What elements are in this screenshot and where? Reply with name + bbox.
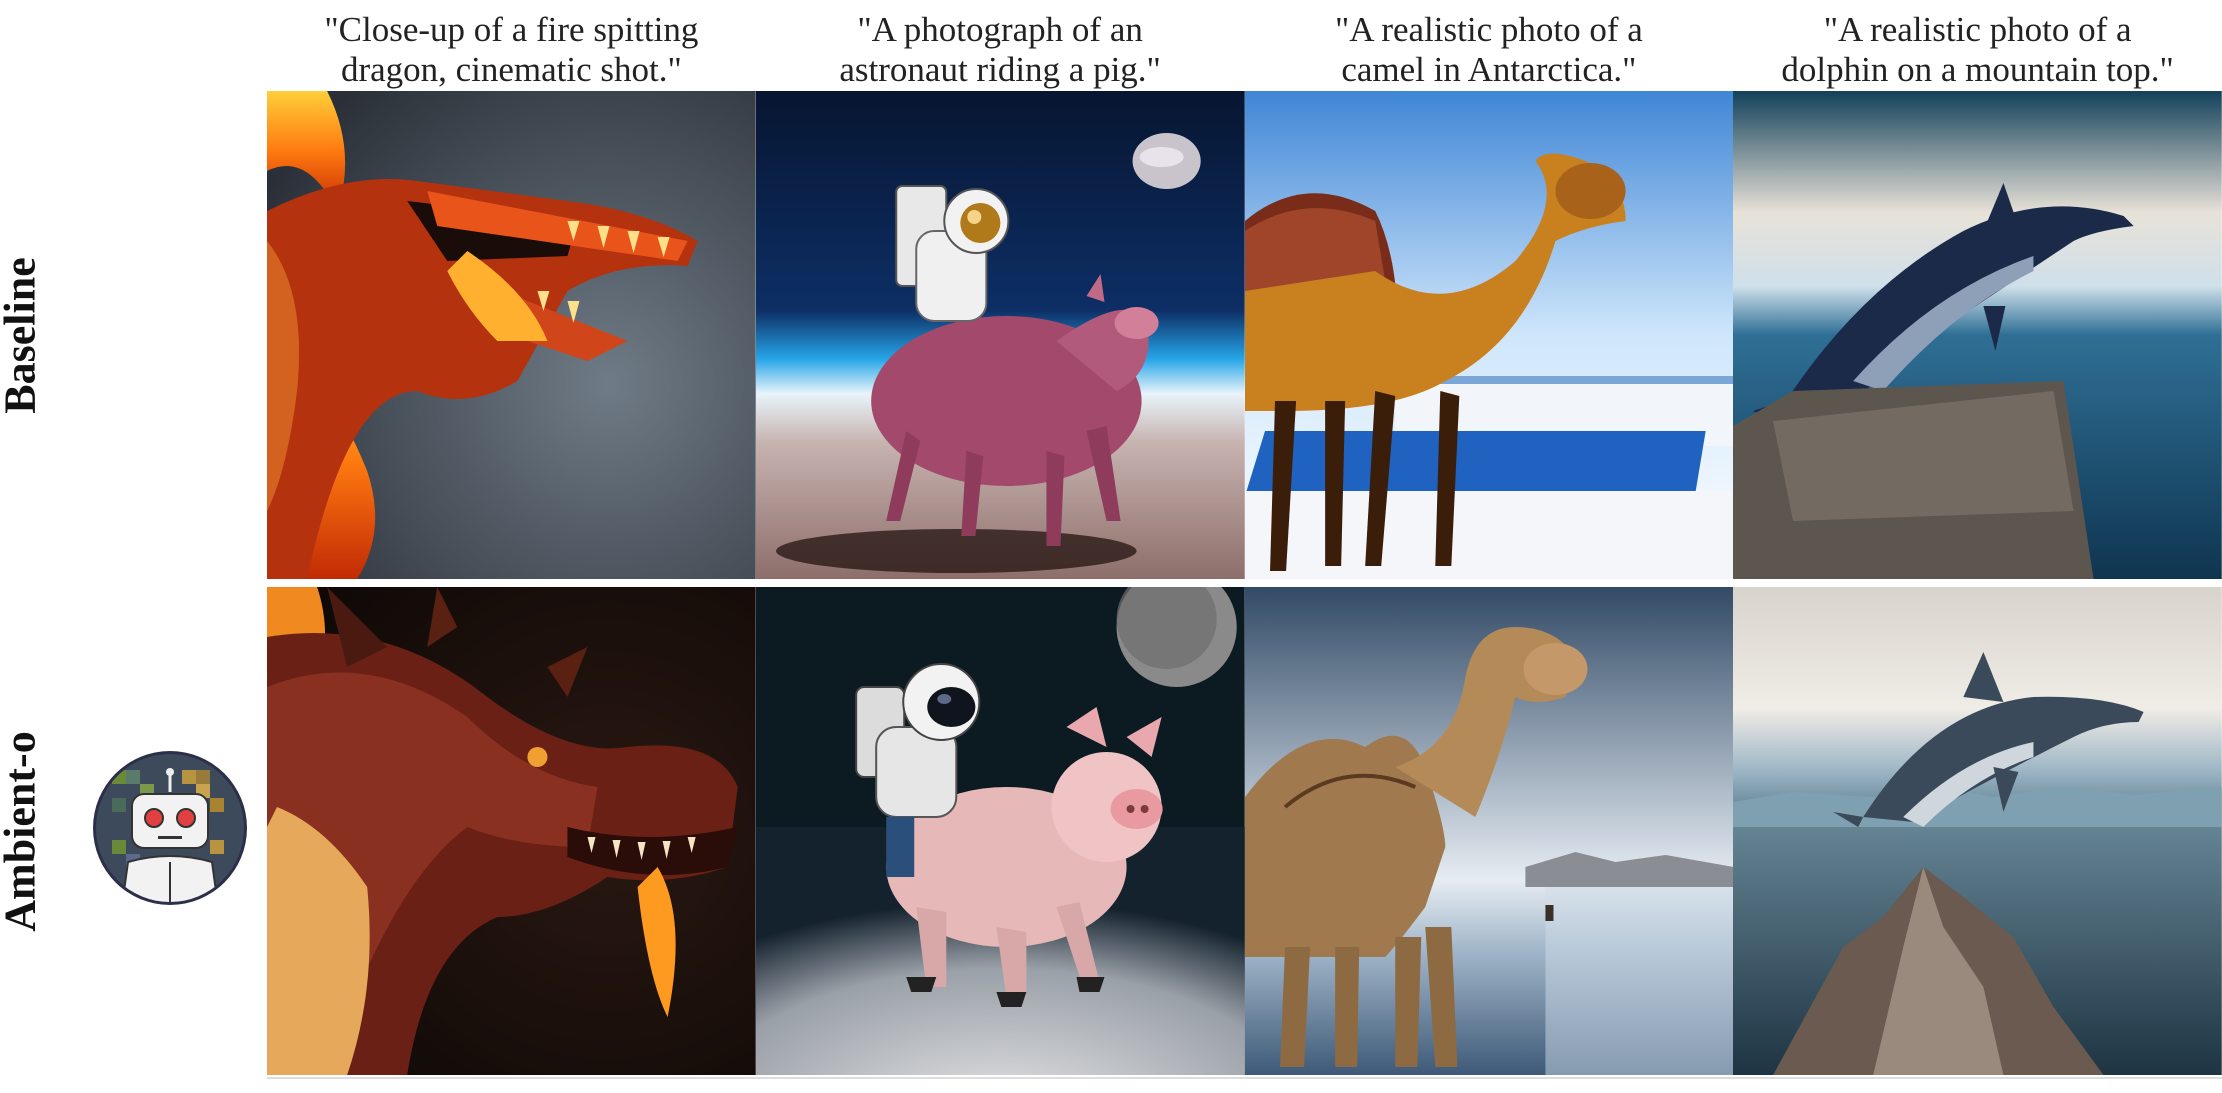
row-label-ambient: Ambient-o	[0, 587, 45, 1075]
bottom-divider	[267, 1077, 2222, 1079]
ambient-dolphin-image	[1733, 587, 2222, 1075]
caption-dragon: "Close-up of a fire spitting dragon, cin…	[324, 10, 699, 89]
ambient-camel-image	[1244, 587, 1734, 1075]
caption-camel: "A realistic photo of a camel in Antarct…	[1334, 10, 1643, 89]
ambient-dragon-image	[267, 587, 756, 1075]
row-label-baseline: Baseline	[0, 91, 45, 579]
prompt-captions: "Close-up of a fire spitting dragon, cin…	[267, 10, 2222, 90]
robot-avatar-icon	[92, 750, 248, 906]
baseline-astronaut-image	[755, 91, 1245, 579]
caption-dolphin: "A realistic photo of a dolphin on a mou…	[1781, 10, 2174, 89]
baseline-dolphin-image	[1733, 91, 2222, 579]
image-grid	[267, 91, 2222, 1075]
baseline-camel-image	[1244, 91, 1734, 579]
ambient-astronaut-image	[755, 587, 1245, 1075]
row-label-baseline-text: Baseline	[0, 256, 45, 414]
caption-astronaut: "A photograph of an astronaut riding a p…	[839, 10, 1161, 89]
baseline-dragon-image	[267, 91, 756, 579]
row-label-ambient-text: Ambient-o	[0, 730, 45, 932]
